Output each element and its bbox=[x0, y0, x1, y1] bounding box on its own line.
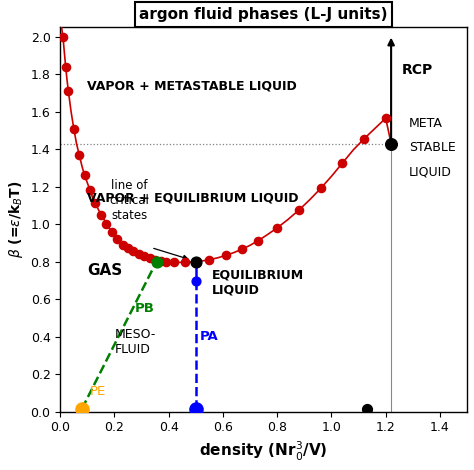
Point bbox=[238, 245, 246, 253]
Text: META: META bbox=[409, 117, 443, 130]
Text: VAPOR + EQUILIBRIUM LIQUID: VAPOR + EQUILIBRIUM LIQUID bbox=[87, 192, 299, 204]
Point bbox=[59, 33, 67, 40]
Point bbox=[192, 405, 200, 413]
Point bbox=[192, 258, 200, 266]
Point bbox=[124, 245, 132, 252]
Point bbox=[338, 159, 346, 167]
Point bbox=[91, 200, 99, 207]
Point bbox=[75, 151, 83, 158]
Point bbox=[102, 220, 110, 228]
Point bbox=[255, 237, 262, 244]
Point bbox=[360, 135, 368, 142]
Point bbox=[222, 251, 229, 259]
Point bbox=[119, 241, 127, 249]
Point bbox=[146, 255, 154, 262]
Y-axis label: $\beta$ (=$\varepsilon$/k$_B$T): $\beta$ (=$\varepsilon$/k$_B$T) bbox=[7, 181, 25, 258]
Point bbox=[170, 258, 178, 266]
Point bbox=[387, 140, 395, 147]
Point bbox=[97, 211, 105, 219]
Title: argon fluid phases (L-J units): argon fluid phases (L-J units) bbox=[139, 7, 388, 22]
Point bbox=[206, 256, 213, 264]
Point bbox=[108, 228, 116, 235]
Point bbox=[363, 405, 371, 413]
Point bbox=[387, 140, 395, 147]
Point bbox=[70, 125, 78, 132]
Point bbox=[157, 258, 164, 265]
Point bbox=[86, 187, 94, 194]
Text: PB: PB bbox=[135, 302, 155, 315]
Text: GAS: GAS bbox=[87, 263, 123, 278]
Text: EQUILIBRIUM
LIQUID: EQUILIBRIUM LIQUID bbox=[212, 268, 304, 297]
Point bbox=[135, 250, 143, 258]
Text: PE: PE bbox=[90, 385, 106, 398]
X-axis label: density (Nr$_0^3$/V): density (Nr$_0^3$/V) bbox=[200, 440, 328, 463]
Text: VAPOR + METASTABLE LIQUID: VAPOR + METASTABLE LIQUID bbox=[87, 79, 297, 92]
Point bbox=[130, 248, 137, 255]
Point bbox=[81, 172, 89, 179]
Point bbox=[273, 224, 281, 232]
Point bbox=[317, 185, 324, 192]
Point bbox=[62, 63, 69, 70]
Point bbox=[151, 256, 159, 264]
Text: MESO-
FLUID: MESO- FLUID bbox=[114, 329, 156, 356]
Point bbox=[113, 235, 121, 243]
Point bbox=[153, 258, 160, 266]
Point bbox=[181, 258, 189, 266]
Point bbox=[192, 258, 200, 266]
Point bbox=[162, 258, 170, 266]
Text: PA: PA bbox=[200, 330, 219, 344]
Point bbox=[295, 206, 303, 214]
Point bbox=[78, 405, 86, 413]
Text: LIQUID: LIQUID bbox=[409, 165, 452, 179]
Point bbox=[64, 87, 72, 95]
Text: RCP: RCP bbox=[402, 63, 433, 78]
Text: STABLE: STABLE bbox=[409, 141, 456, 154]
Text: line of
critical
states: line of critical states bbox=[109, 179, 149, 222]
Point bbox=[140, 252, 148, 260]
Point bbox=[382, 114, 390, 122]
Point bbox=[192, 277, 200, 285]
